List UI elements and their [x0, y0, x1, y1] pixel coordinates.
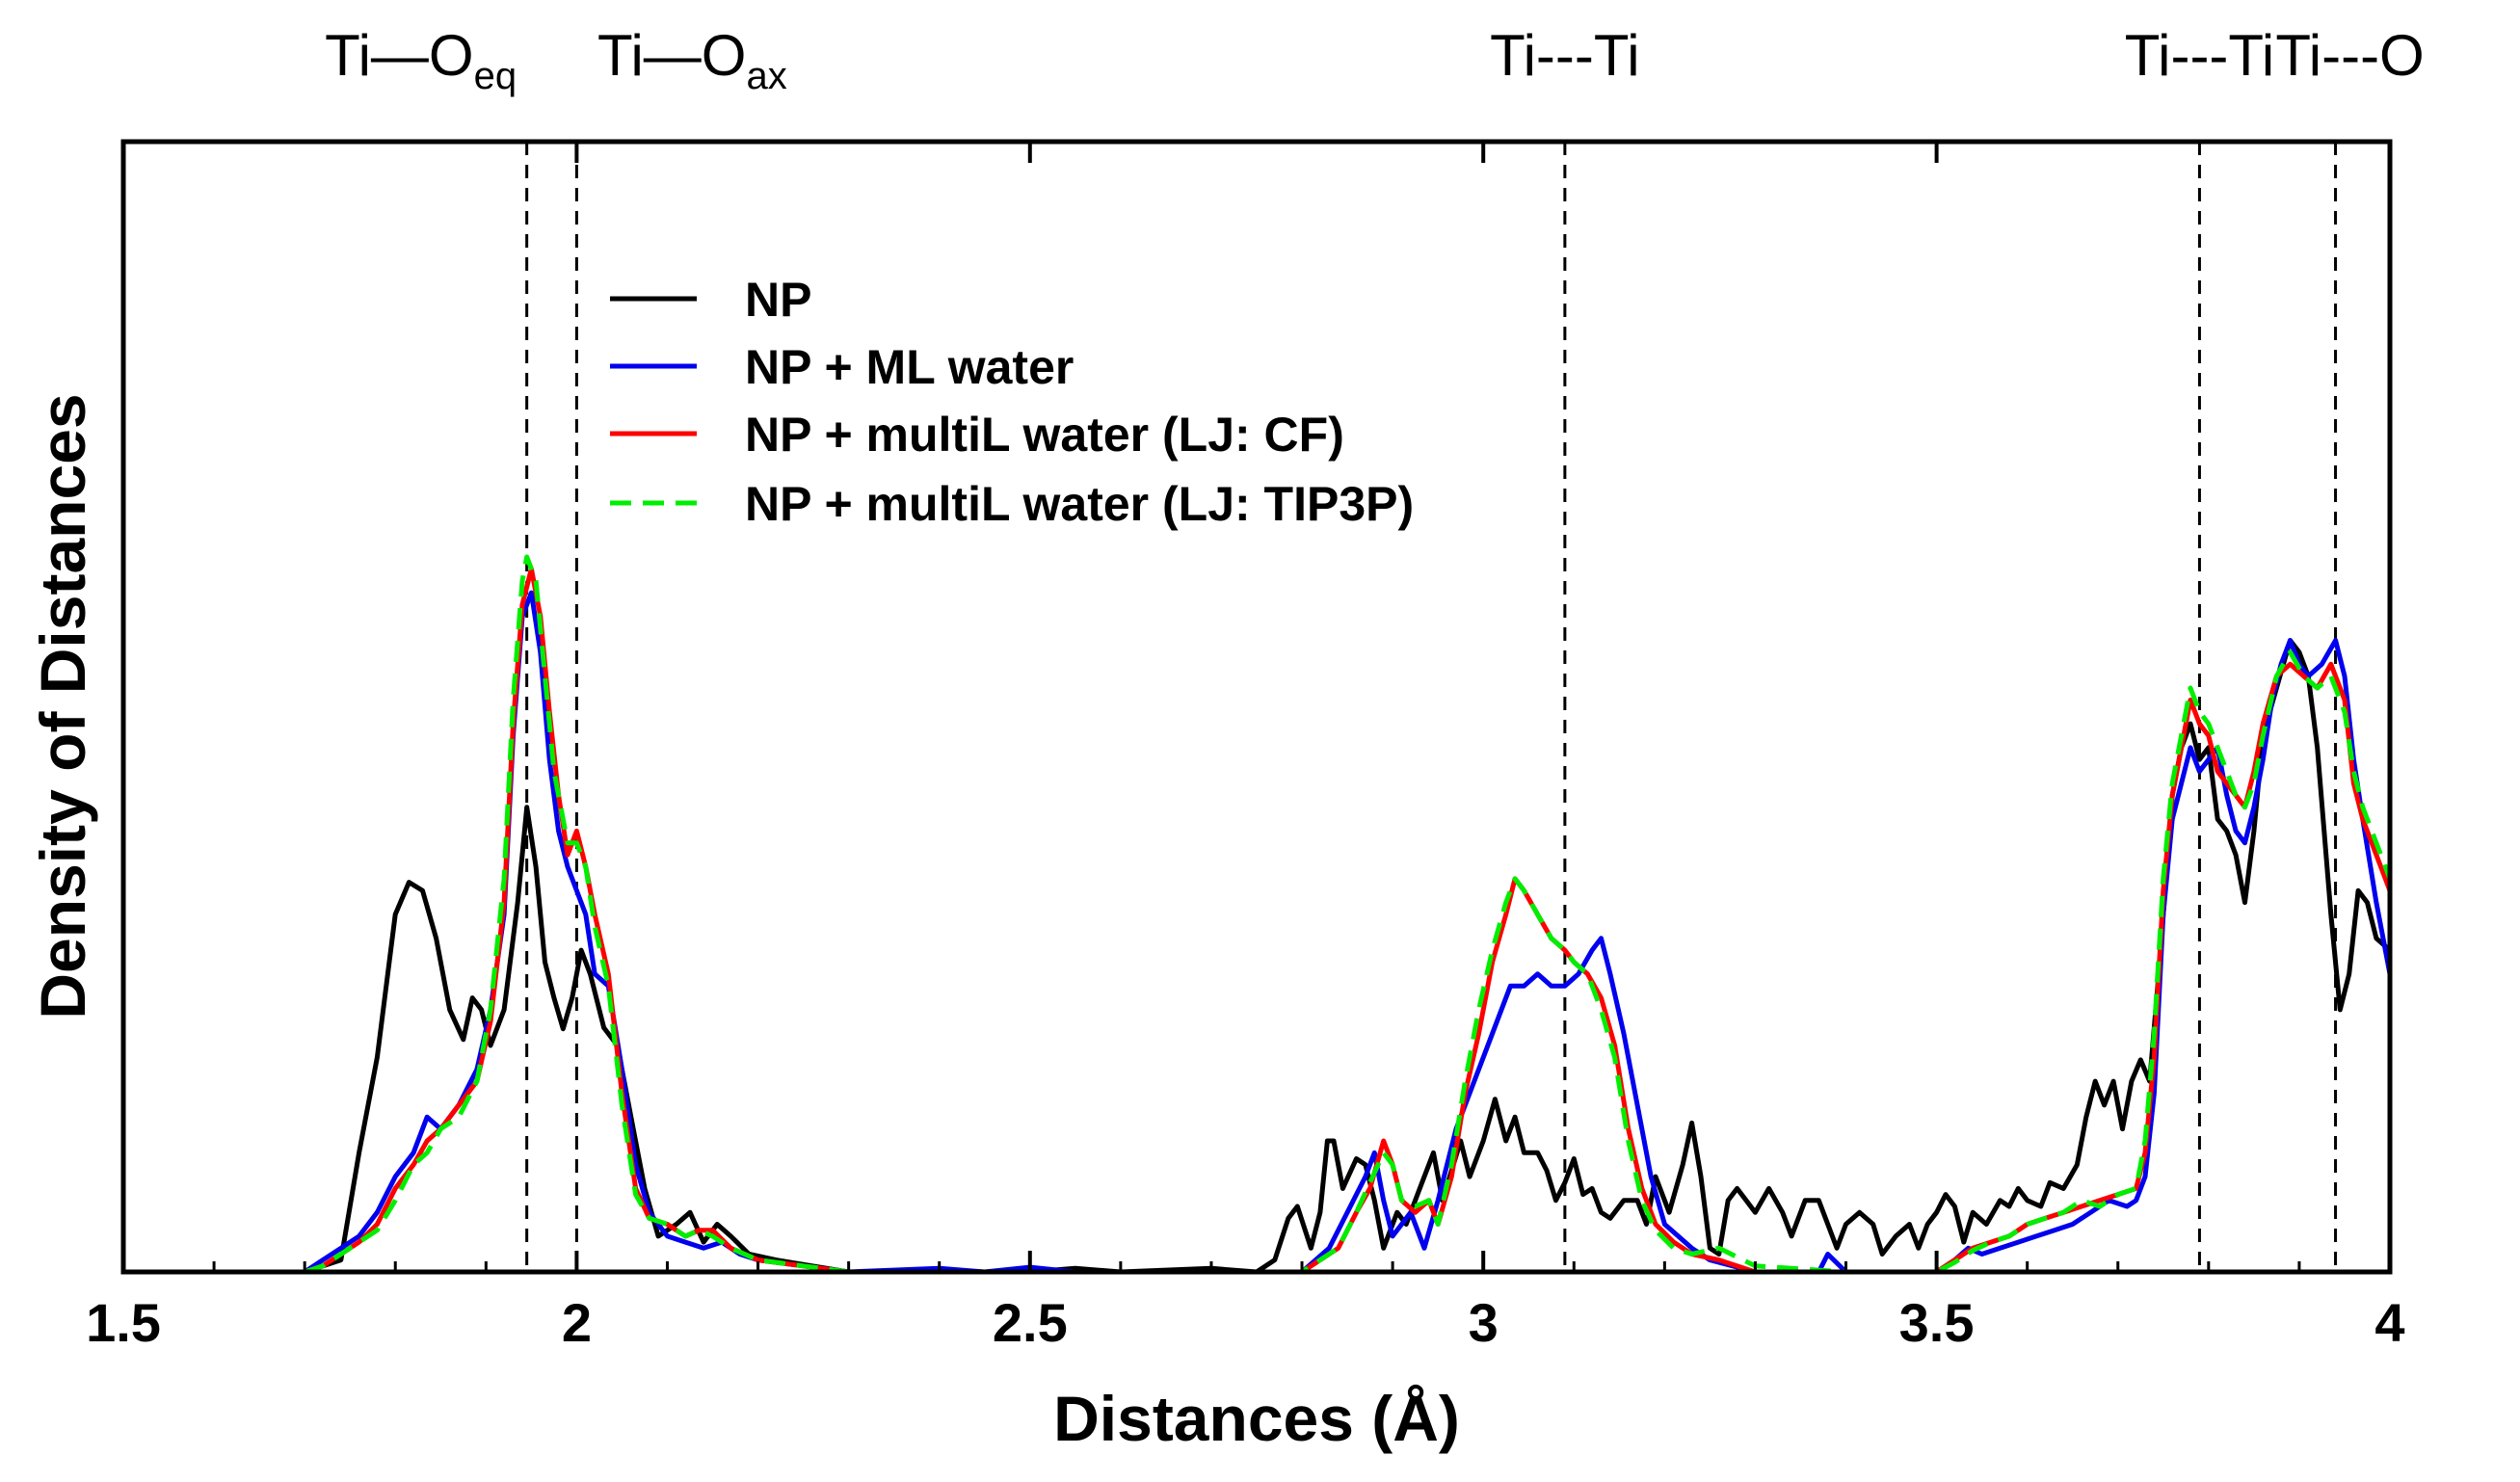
- reference-label-sub: ax: [746, 55, 786, 97]
- x-tick-label-5: 4: [2374, 1292, 2404, 1353]
- legend-label-3: NP + multiL water (LJ: TIP3P): [745, 477, 1414, 531]
- series-line-0: [304, 638, 2392, 1275]
- reference-label-2: Ti---Ti: [1490, 23, 1639, 88]
- legend-label-1: NP + ML water: [745, 340, 1074, 394]
- x-tick-label-4: 3.5: [1899, 1292, 1975, 1353]
- reference-label-1: Ti—Oax: [597, 23, 787, 97]
- x-tick-label-2: 2.5: [993, 1292, 1068, 1353]
- x-axis-title: Distances (Å): [1053, 1383, 1460, 1454]
- reference-label-sub: eq: [474, 55, 517, 97]
- reference-label-text: Ti—O: [597, 23, 746, 88]
- y-axis-title: Density of Distances: [27, 393, 98, 1019]
- x-tick-label-3: 3: [1469, 1292, 1499, 1353]
- series-line-3: [304, 554, 2393, 1275]
- reference-label-text: Ti—O: [325, 23, 473, 88]
- series-layer: [303, 554, 2393, 1275]
- reference-label-text: Ti---Ti: [2125, 23, 2274, 88]
- legend-label-2: NP + multiL water (LJ: CF): [745, 408, 1344, 462]
- reference-label-text: Ti---Ti: [1490, 23, 1639, 88]
- x-tick-label-1: 2: [562, 1292, 592, 1353]
- plot-frame: [120, 139, 2393, 1275]
- x-axis: 1.5 2 2.5 3 3.5 4: [86, 142, 2405, 1353]
- reference-label-0: Ti—Oeq: [325, 23, 517, 97]
- reference-label-4: Ti---O: [2275, 23, 2424, 88]
- reference-lines: [525, 142, 2338, 1272]
- legend-label-0: NP: [745, 273, 811, 327]
- x-tick-label-0: 1.5: [86, 1292, 161, 1353]
- legend: NP NP + ML water NP + multiL water (LJ: CF…: [610, 273, 1414, 531]
- reference-labels: Ti—Oeq Ti—Oax Ti---Ti Ti---Ti Ti---O: [325, 23, 2425, 97]
- reference-label-3: Ti---Ti: [2125, 23, 2274, 88]
- series-line-1: [303, 590, 2393, 1275]
- reference-label-text: Ti---O: [2275, 23, 2424, 88]
